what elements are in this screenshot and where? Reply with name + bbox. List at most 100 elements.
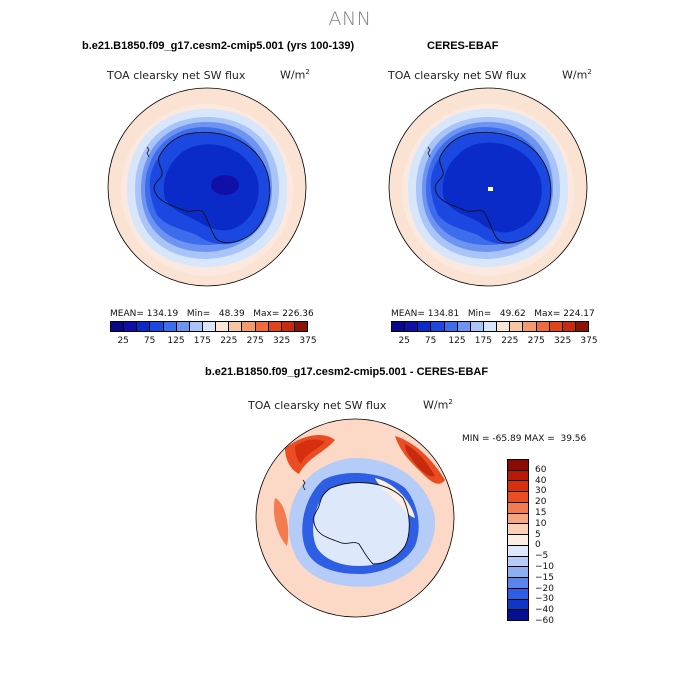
right-colorbar-swatch	[523, 322, 537, 331]
diff-colorbar-swatch	[508, 513, 528, 525]
diff-colorbar-tick: 15	[535, 508, 547, 518]
left-colorbar-swatch	[281, 322, 295, 331]
left-colorbar-swatch	[255, 322, 269, 331]
left-colorbar-swatch	[268, 322, 282, 331]
right-colorbar-tick: 175	[474, 336, 492, 346]
left-colorbar-tick: 125	[167, 336, 185, 346]
right-colorbar-swatch	[562, 322, 576, 331]
diff-colorbar-tick: −40	[535, 605, 554, 616]
diff-colorbar-tick: 40	[535, 475, 547, 486]
right-colorbar-swatch	[457, 322, 471, 331]
right-colorbar-swatch	[536, 322, 550, 331]
left-polar-map	[107, 87, 307, 287]
left-colorbar-swatch	[242, 322, 256, 331]
left-colorbar-swatch	[150, 322, 164, 331]
right-colorbar-ticks: 25 75 125 175 225 275 325 375	[391, 336, 597, 348]
left-units-base: W/m	[280, 68, 306, 82]
diff-colorbar-swatch	[508, 502, 528, 514]
diff-colorbar-tick: 10	[535, 518, 547, 529]
left-colorbar-tick: 275	[246, 336, 264, 346]
left-colorbar-swatch	[216, 322, 230, 331]
left-stats: MEAN= 134.19 Min= 48.39 Max= 226.36	[110, 309, 314, 319]
right-plot-label: TOA clearsky net SW flux	[388, 69, 527, 82]
diff-colorbar-swatch	[508, 599, 528, 611]
right-panel-title: CERES-EBAF	[427, 40, 499, 52]
right-colorbar-tick: 275	[527, 336, 545, 346]
right-colorbar-swatch	[575, 322, 589, 331]
right-colorbar-tick: 125	[448, 336, 466, 346]
diff-colorbar-tick: 0	[535, 540, 541, 551]
diff-colorbar-swatch	[508, 492, 528, 503]
diff-stats: MIN = -65.89 MAX = 39.56	[462, 434, 587, 444]
left-colorbar-tick: 75	[143, 336, 156, 346]
right-colorbar-swatch	[431, 322, 445, 331]
right-colorbar-swatch	[549, 322, 563, 331]
right-colorbar-swatch	[497, 322, 511, 331]
diff-colorbar-tick: 30	[535, 486, 547, 497]
diff-colorbar-swatch	[508, 524, 528, 536]
right-colorbar	[391, 321, 589, 332]
left-colorbar-swatch	[294, 322, 308, 331]
left-colorbar	[110, 321, 308, 332]
diff-colorbar-tick: 60	[535, 464, 547, 475]
diff-colorbar-tick: 5	[535, 529, 541, 540]
right-colorbar-swatch	[470, 322, 484, 331]
right-colorbar-tick: 75	[424, 336, 437, 346]
left-colorbar-tick: 375	[299, 336, 317, 346]
right-stats: MEAN= 134.81 Min= 49.62 Max= 224.17	[391, 309, 595, 319]
right-polar-map	[388, 87, 588, 287]
diff-colorbar-swatch	[508, 567, 528, 579]
left-colorbar-tick: 325	[273, 336, 291, 346]
diff-panel-title: b.e21.B1850.f09_g17.cesm2-cmip5.001 - CE…	[205, 366, 489, 378]
right-colorbar-tick: 225	[501, 336, 519, 346]
left-units: W/m2	[280, 68, 310, 82]
diff-colorbar-swatch	[508, 610, 528, 621]
diff-colorbar-swatch	[508, 556, 528, 568]
left-colorbar-swatch	[124, 322, 138, 331]
right-units: W/m2	[562, 68, 592, 82]
diff-plot-label: TOA clearsky net SW flux	[248, 399, 387, 412]
right-colorbar-tick: 375	[580, 336, 598, 346]
diff-colorbar-swatch	[508, 535, 528, 546]
diff-colorbar-swatch	[508, 545, 528, 557]
diff-colorbar-tick: −10	[535, 562, 554, 572]
diff-colorbar-swatch	[508, 470, 528, 482]
right-colorbar-tick: 325	[554, 336, 572, 346]
left-colorbar-swatch	[111, 322, 125, 331]
diff-colorbar	[507, 459, 529, 621]
diff-colorbar-tick: −15	[535, 572, 554, 583]
left-colorbar-swatch	[163, 322, 177, 331]
diff-colorbar-tick: −20	[535, 583, 554, 594]
diff-units: W/m2	[423, 398, 453, 412]
right-units-exp: 2	[587, 68, 592, 76]
diff-colorbar-tick: −5	[535, 551, 549, 562]
left-colorbar-swatch	[176, 322, 190, 331]
diff-colorbar-swatch	[508, 588, 528, 600]
left-colorbar-swatch	[137, 322, 151, 331]
right-colorbar-swatch	[405, 322, 419, 331]
diff-colorbar-swatch	[508, 578, 528, 589]
diff-colorbar-tick: 20	[535, 497, 547, 508]
right-units-base: W/m	[562, 68, 588, 82]
left-plot-label: TOA clearsky net SW flux	[107, 69, 246, 82]
diff-colorbar-swatch	[508, 460, 528, 471]
diff-units-exp: 2	[448, 398, 453, 406]
left-colorbar-tick: 175	[193, 336, 211, 346]
right-colorbar-swatch	[392, 322, 406, 331]
diff-polar-map	[255, 418, 455, 618]
left-units-exp: 2	[305, 68, 310, 76]
diff-colorbar-tick: −30	[535, 594, 554, 605]
diff-colorbar-tick: −60	[535, 616, 554, 626]
main-title: ANN	[328, 8, 372, 30]
right-colorbar-swatch	[444, 322, 458, 331]
diff-colorbar-ticks: 60 40 30 20 15 10 5 0 −5 −10 −15 −20 −30…	[535, 459, 575, 626]
left-colorbar-swatch	[189, 322, 203, 331]
left-panel-title: b.e21.B1850.f09_g17.cesm2-cmip5.001 (yrs…	[82, 40, 355, 52]
left-colorbar-tick: 225	[220, 336, 238, 346]
diff-colorbar-swatch	[508, 481, 528, 493]
right-colorbar-tick: 25	[398, 336, 410, 346]
left-colorbar-swatch	[202, 322, 217, 331]
left-colorbar-tick: 25	[117, 336, 129, 346]
left-colorbar-ticks: 25 75 125 175 225 275 325 375	[110, 336, 316, 348]
diff-units-base: W/m	[423, 398, 449, 412]
